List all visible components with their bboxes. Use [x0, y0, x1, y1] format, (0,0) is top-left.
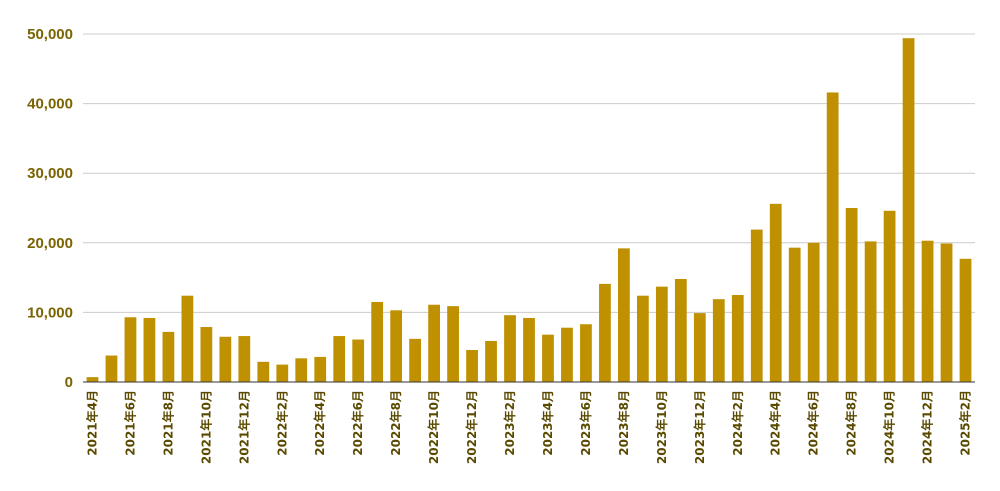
bar — [504, 315, 516, 382]
bar — [485, 340, 497, 382]
bar — [181, 295, 194, 382]
bars — [86, 38, 972, 383]
bar — [276, 364, 289, 382]
bar — [523, 317, 535, 382]
x-tick-label: 2022年8月 — [388, 390, 403, 456]
bar — [655, 286, 668, 382]
x-tick-label: 2022年12月 — [464, 390, 479, 464]
bar — [580, 324, 592, 382]
x-tick-label: 2023年4月 — [540, 390, 555, 456]
bar — [162, 331, 175, 382]
bar — [542, 334, 554, 382]
x-tick-label: 2024年10月 — [882, 390, 897, 464]
bar — [390, 310, 403, 382]
x-tick-label: 2023年12月 — [692, 390, 707, 464]
bar — [86, 377, 99, 382]
x-tick-label: 2024年4月 — [768, 390, 783, 456]
x-tick-label: 2021年10月 — [198, 390, 213, 464]
y-tick-label: 40,000 — [27, 96, 73, 113]
bar — [371, 301, 384, 382]
x-tick-label: 2025年2月 — [958, 390, 973, 456]
bar — [314, 356, 327, 382]
bar — [618, 248, 630, 382]
bar — [352, 339, 365, 382]
bar — [845, 208, 858, 382]
bar — [959, 258, 972, 382]
bar — [674, 278, 687, 382]
bar — [731, 295, 744, 382]
y-tick-label: 0 — [65, 374, 73, 391]
x-tick-label: 2023年10月 — [654, 390, 669, 464]
bar — [883, 210, 896, 382]
x-tick-label: 2021年12月 — [236, 390, 251, 464]
bar — [428, 304, 440, 382]
x-tick-label: 2023年2月 — [502, 390, 517, 456]
bar — [807, 242, 820, 382]
x-tick-label: 2023年8月 — [616, 390, 631, 456]
bar — [864, 241, 877, 382]
bar — [599, 283, 611, 382]
bar — [105, 355, 118, 382]
y-tick-label: 30,000 — [27, 165, 73, 182]
y-axis-tick-labels: 0 10,000 20,000 30,000 40,000 50,000 — [27, 26, 73, 391]
y-tick-label: 50,000 — [27, 26, 73, 43]
x-tick-label: 2022年6月 — [350, 390, 365, 456]
x-tick-label: 2022年4月 — [312, 390, 327, 456]
x-tick-label: 2021年8月 — [160, 390, 175, 456]
x-axis-tick-labels: 2021年4月 2021年6月 2021年8月 2021年10月 2021年12月 202… — [84, 390, 972, 464]
x-tick-label: 2024年12月 — [920, 390, 935, 464]
bar — [295, 358, 308, 382]
bar — [238, 336, 251, 382]
bar — [409, 338, 422, 382]
bar — [219, 336, 232, 382]
bar — [447, 306, 459, 382]
x-tick-label: 2021年4月 — [84, 390, 99, 456]
bar — [561, 327, 573, 382]
bar — [826, 92, 839, 383]
x-tick-label: 2024年8月 — [844, 390, 859, 456]
x-tick-label: 2022年2月 — [274, 390, 289, 456]
bar — [333, 336, 346, 382]
x-tick-label: 2023年6月 — [578, 390, 593, 456]
bar — [636, 295, 649, 382]
grid-lines — [83, 33, 975, 313]
bar — [921, 240, 934, 382]
x-tick-label: 2022年10月 — [426, 390, 441, 464]
bar — [257, 361, 270, 382]
bar — [466, 349, 478, 382]
bar — [902, 38, 915, 383]
bar — [693, 313, 706, 382]
bar — [200, 327, 213, 382]
x-tick-label: 2024年6月 — [806, 390, 821, 456]
x-tick-label: 2021年6月 — [122, 390, 137, 456]
x-tick-label: 2024年2月 — [730, 390, 745, 456]
y-tick-label: 20,000 — [27, 235, 73, 252]
bar — [124, 317, 137, 382]
bar — [712, 299, 725, 382]
bar — [143, 317, 156, 382]
bar — [769, 203, 782, 382]
bar — [788, 247, 801, 382]
bar — [940, 243, 953, 382]
bar — [750, 229, 763, 382]
y-tick-label: 10,000 — [27, 304, 73, 321]
